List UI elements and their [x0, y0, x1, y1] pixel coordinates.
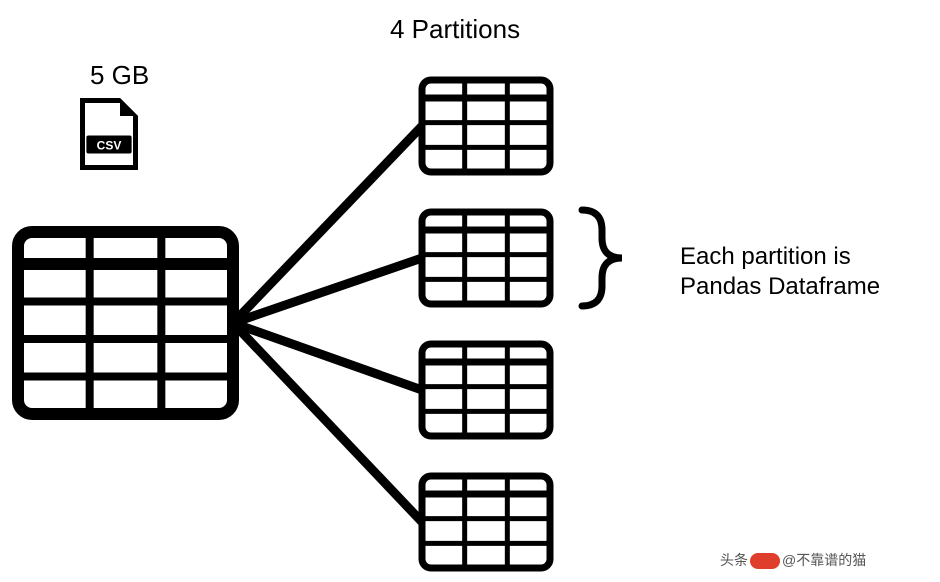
annotation-line2: Pandas Dataframe — [680, 272, 880, 302]
watermark-prefix: 头条 — [720, 552, 748, 568]
size-label: 5 GB — [90, 60, 149, 91]
annotation-line1: Each partition is — [680, 242, 880, 272]
watermark: 头条 @不靠谱的猫 — [720, 550, 866, 570]
annotation: Each partition is Pandas Dataframe — [680, 242, 880, 302]
watermark-logo-icon — [750, 553, 780, 569]
watermark-suffix: @不靠谱的猫 — [782, 552, 866, 568]
title-top: 4 Partitions — [390, 14, 520, 45]
svg-text:CSV: CSV — [97, 138, 122, 152]
